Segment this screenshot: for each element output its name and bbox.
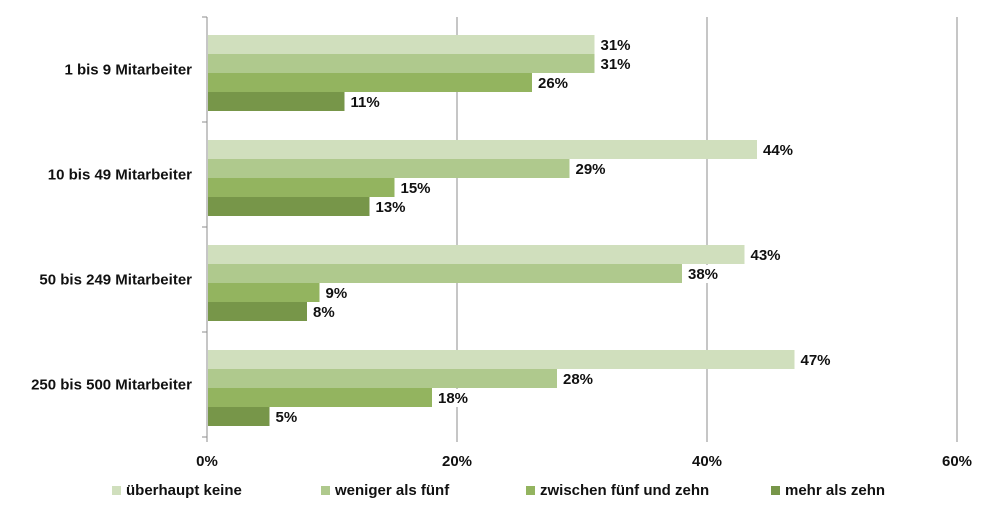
category-label: 10 bis 49 Mitarbeiter (48, 167, 192, 184)
bar (208, 35, 595, 54)
data-label: 11% (351, 94, 380, 111)
data-label: 13% (376, 199, 406, 216)
x-tick-label: 0% (196, 453, 218, 470)
bar (208, 283, 320, 302)
data-label: 47% (801, 352, 831, 369)
data-label-background (323, 284, 364, 302)
data-label-background (311, 303, 351, 321)
legend-swatch (321, 486, 330, 495)
data-label: 5% (276, 409, 298, 426)
bar (208, 388, 432, 407)
bar (208, 159, 570, 178)
bar (208, 197, 370, 216)
data-label-background (686, 265, 726, 283)
legend-label: mehr als zehn (785, 482, 885, 499)
data-label: 43% (751, 247, 781, 264)
data-label-background (348, 93, 389, 111)
data-label: 15% (401, 180, 431, 197)
category-label: 50 bis 249 Mitarbeiter (39, 272, 192, 289)
data-label: 38% (688, 266, 718, 283)
legend-swatch (526, 486, 535, 495)
data-label-background (373, 198, 414, 216)
bar (208, 245, 745, 264)
data-label: 18% (438, 390, 468, 407)
data-label-background (398, 179, 439, 197)
data-label-background (798, 351, 839, 369)
bar (208, 140, 757, 159)
bar (208, 92, 345, 111)
bar (208, 407, 270, 426)
data-label: 9% (326, 285, 348, 302)
category-label: 250 bis 500 Mitarbeiter (31, 377, 192, 394)
x-tick-label: 40% (692, 453, 722, 470)
data-label-background (598, 36, 639, 54)
data-label-background (273, 408, 314, 426)
category-label: 1 bis 9 Mitarbeiter (64, 62, 192, 79)
legend-label: weniger als fünf (334, 482, 450, 499)
legend-swatch (771, 486, 780, 495)
x-tick-label: 20% (442, 453, 472, 470)
bar (208, 178, 395, 197)
data-label: 26% (538, 75, 568, 92)
data-label-background (598, 55, 639, 73)
data-label-background (573, 160, 614, 178)
legend-label: überhaupt keine (126, 482, 242, 499)
bar (208, 264, 682, 283)
data-label-background (761, 141, 801, 159)
legend: überhaupt keine weniger als fünf zwischen … (112, 482, 885, 499)
axes: 0% 20% 40% 60% 1 bis 9 Mitarbeiter 10 bis 49 … (31, 16, 972, 470)
bar (208, 54, 595, 73)
data-label: 31% (601, 56, 631, 73)
bar (208, 350, 795, 369)
bars (208, 35, 795, 426)
data-label: 28% (563, 371, 593, 388)
data-label-background (561, 370, 601, 388)
bar (208, 73, 532, 92)
legend-swatch (112, 486, 121, 495)
data-label-background (536, 74, 576, 92)
data-label: 31% (601, 37, 631, 54)
bar (208, 369, 557, 388)
bar (208, 302, 307, 321)
x-tick-label: 60% (942, 453, 972, 470)
data-label-background (436, 389, 476, 407)
legend-label: zwischen fünf und zehn (540, 482, 709, 499)
data-label-background (748, 246, 789, 264)
data-labels: 31% 31% 26% 11% 44% 29% 15% 13% 43% 38% 9% 8% 47% 28%… (273, 36, 839, 426)
data-label: 8% (313, 304, 335, 321)
data-label: 44% (763, 142, 793, 159)
data-label: 29% (576, 161, 606, 178)
